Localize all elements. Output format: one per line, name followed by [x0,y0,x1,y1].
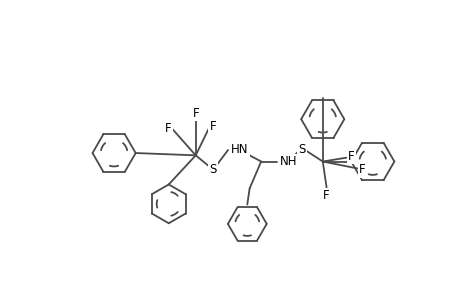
Text: F: F [358,164,365,176]
Text: HN: HN [230,143,248,157]
Text: F: F [347,150,354,163]
Text: F: F [165,122,172,135]
Text: S: S [297,143,305,157]
Text: F: F [192,107,199,120]
Text: NH: NH [279,155,297,168]
Text: F: F [323,189,329,202]
Text: F: F [209,120,216,133]
Text: S: S [208,163,216,176]
